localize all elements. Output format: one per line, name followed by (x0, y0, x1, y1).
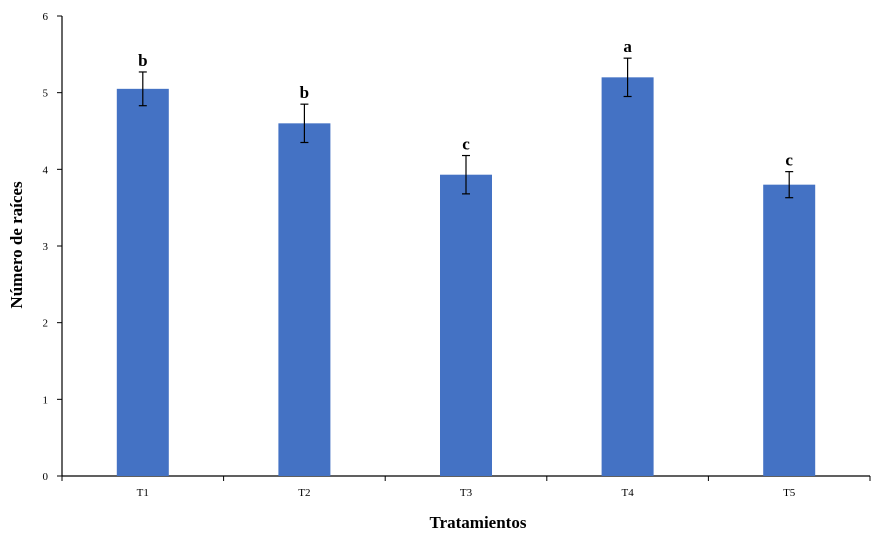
bar (440, 174, 492, 476)
bars: b b c a c (116, 37, 816, 476)
x-tick-label: T2 (298, 487, 310, 499)
y-tick-label: 5 (43, 88, 49, 100)
bar (116, 88, 169, 476)
x-axis: T1 T2 T3 T4 T5 (61, 475, 871, 499)
y-axis: 0 1 2 3 4 5 6 (43, 11, 63, 483)
x-tick-label: T4 (621, 487, 634, 499)
y-tick-label: 6 (43, 11, 49, 23)
y-axis-title: Número de raíces (7, 181, 26, 309)
y-tick-label: 3 (43, 241, 49, 253)
bar (601, 77, 654, 476)
bar (763, 184, 816, 476)
y-tick-label: 1 (43, 394, 49, 406)
y-tick-label: 2 (43, 318, 49, 330)
significance-letter: a (623, 37, 632, 56)
significance-letter: b (300, 83, 309, 102)
significance-letter: c (462, 135, 470, 154)
x-tick-label: T5 (783, 487, 796, 499)
x-tick-label: T1 (137, 487, 149, 499)
y-tick-label: 0 (43, 471, 49, 483)
x-tick-label: T3 (460, 487, 473, 499)
bar (278, 123, 331, 476)
significance-letter: b (138, 51, 147, 70)
x-axis-title: Tratamientos (430, 513, 527, 532)
y-tick-label: 4 (43, 164, 49, 176)
significance-letter: c (785, 151, 793, 170)
